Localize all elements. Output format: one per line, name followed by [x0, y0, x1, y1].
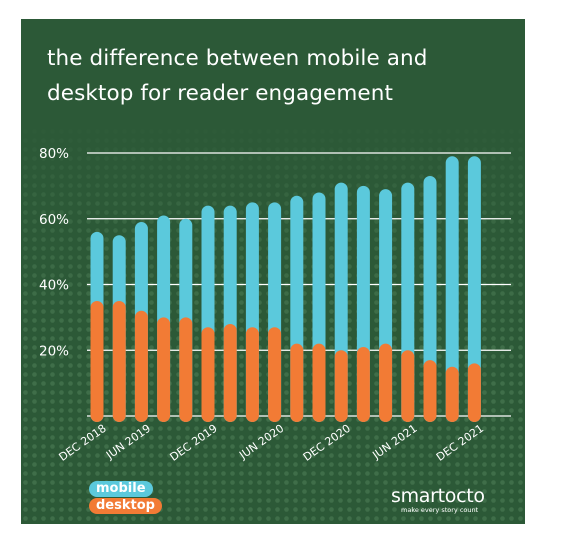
logo-name: smartocto [391, 485, 485, 507]
desktop-bar [312, 343, 326, 422]
mobile-bar [467, 156, 481, 422]
legend-mobile: mobile [89, 481, 153, 497]
chart-card: 80% 60% 40% 20% DEC 2018 JUN 2019 DEC 2019 JUN… [21, 19, 525, 524]
desktop-bar [268, 327, 282, 422]
desktop-bar [134, 310, 148, 422]
desktop-bar [245, 327, 259, 422]
desktop-bar [90, 300, 104, 422]
desktop-bar [401, 350, 415, 422]
desktop-bar [157, 317, 171, 422]
mobile-bar [445, 156, 459, 422]
desktop-bar [179, 317, 193, 422]
mobile-bar [423, 176, 437, 422]
desktop-bar [290, 343, 304, 422]
desktop-bar [467, 363, 481, 422]
legend-desktop: desktop [89, 498, 162, 514]
y-tick-label: 20% [39, 343, 69, 359]
desktop-bar [445, 366, 459, 422]
logo-tagline: make every story count [401, 506, 479, 514]
desktop-bar [423, 360, 437, 422]
y-tick-label: 60% [39, 212, 69, 228]
smartocto-logo: smartocto make every story count [391, 486, 511, 514]
chart-title: the difference between mobile and deskto… [47, 46, 428, 106]
desktop-bar [356, 346, 370, 422]
desktop-bar [112, 300, 126, 422]
y-tick-label: 40% [39, 278, 69, 294]
desktop-bar [379, 343, 393, 422]
y-tick-label: 80% [39, 146, 69, 162]
desktop-bar [223, 323, 237, 422]
desktop-bar [334, 350, 348, 422]
desktop-bar [201, 327, 215, 422]
